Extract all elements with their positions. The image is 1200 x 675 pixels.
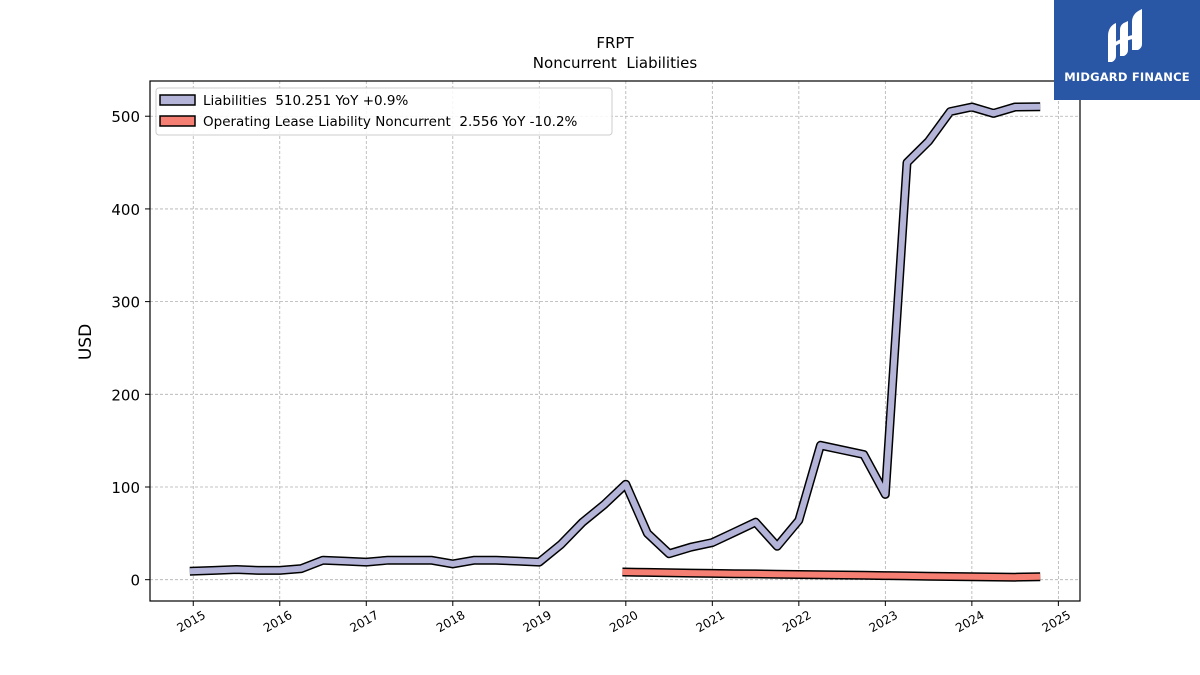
series-1-outline (189, 102, 1041, 576)
legend: Liabilities 510.251 YoY +0.9% Operating L… (155, 87, 613, 136)
x-tick-label: 2017 (348, 608, 381, 635)
chart-title: FRPT (596, 34, 634, 52)
y-tick-label: 100 (111, 479, 140, 497)
series-1-line (189, 103, 1041, 575)
midgard-finance-logo: MIDGARD FINANCE (1054, 0, 1200, 100)
logo-text: MIDGARD FINANCE (1064, 70, 1190, 84)
x-tick-label: 2019 (521, 608, 554, 635)
x-tick-label: 2025 (1040, 608, 1073, 635)
y-axis-label: USD (76, 324, 96, 360)
y-tick-label: 400 (111, 201, 140, 219)
x-tick-label: 2018 (434, 608, 467, 635)
legend-label: Operating Lease Liability Noncurrent 2.5… (203, 114, 578, 130)
x-tick-label: 2022 (780, 608, 813, 635)
legend-swatch (159, 94, 196, 106)
legend-label: Liabilities 510.251 YoY +0.9% (203, 93, 408, 109)
chart-subtitle: Noncurrent Liabilities (533, 54, 698, 72)
y-tick-label: 300 (111, 294, 140, 312)
x-tick-label: 2021 (694, 608, 727, 635)
y-tick-label: 0 (130, 572, 140, 590)
x-tick-label: 2020 (607, 608, 640, 635)
y-tick-label: 500 (111, 108, 140, 126)
x-tick-label: 2024 (953, 608, 986, 635)
x-tick-label: 2023 (867, 608, 900, 635)
y-tick-label: 200 (111, 386, 140, 404)
x-tick-label: 2015 (175, 608, 208, 635)
x-tick-label: 2016 (261, 608, 294, 635)
logo-mark-icon (1108, 9, 1142, 62)
plot-frame (149, 80, 1081, 602)
series-2-line (622, 569, 1041, 581)
legend-box (155, 87, 613, 136)
legend-swatch (159, 115, 196, 127)
